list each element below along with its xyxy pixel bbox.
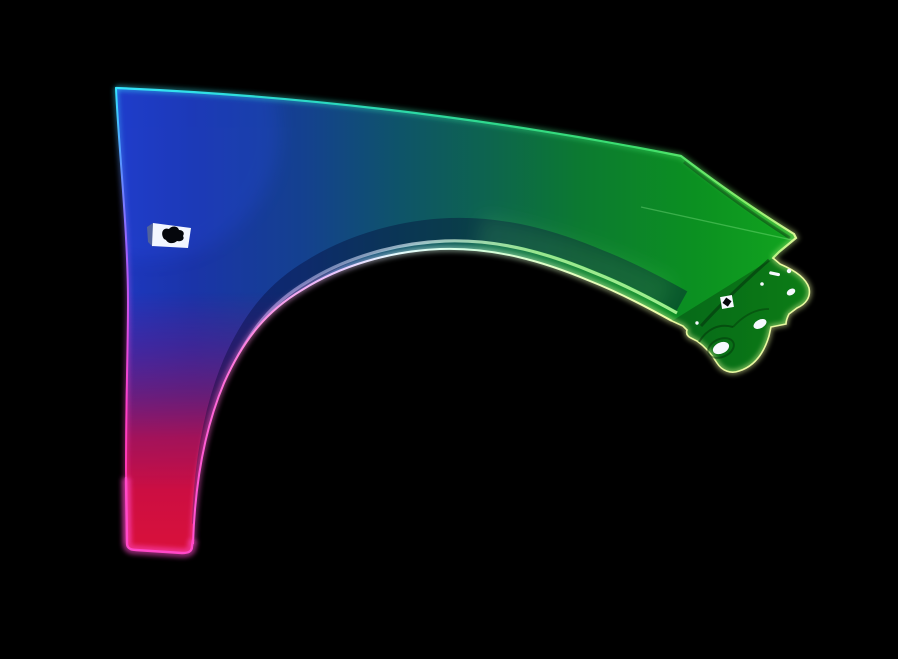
fender-body [113, 85, 812, 558]
top-edge-rim [114, 86, 798, 260]
side-marker-wall [147, 223, 153, 247]
side-marker-blob [162, 226, 184, 244]
bolt-hole-large [712, 341, 730, 355]
mounting-bracket-details [695, 268, 796, 359]
rivet-dot-3 [695, 321, 699, 325]
bracket-emboss-curve-2 [732, 308, 770, 328]
corner-blue-sheen [116, 88, 280, 260]
rim-lights [113, 85, 812, 558]
leg-bottom-rim [124, 476, 195, 555]
rivet-dot-1 [786, 268, 792, 274]
bolt-hole-medium [753, 319, 767, 329]
slot-dash [769, 271, 780, 277]
bracket-outline-rim [671, 257, 811, 373]
rivet-dot-2 [760, 282, 764, 286]
bracket-emboss-curve-1 [698, 324, 734, 343]
left-edge-rim [115, 87, 130, 544]
bolt-hole-large-emboss [707, 337, 735, 359]
bolt-hole-small [786, 288, 796, 296]
side-marker-hole [147, 223, 191, 248]
kink-crease [683, 160, 791, 240]
lower-red-shading [116, 88, 810, 553]
bracket-fold-crease [699, 258, 770, 328]
square-hole-clip [722, 297, 732, 307]
bracket-shade [672, 258, 810, 373]
facet-highlight-line [640, 206, 793, 241]
wheel-arch-rim [192, 247, 673, 545]
